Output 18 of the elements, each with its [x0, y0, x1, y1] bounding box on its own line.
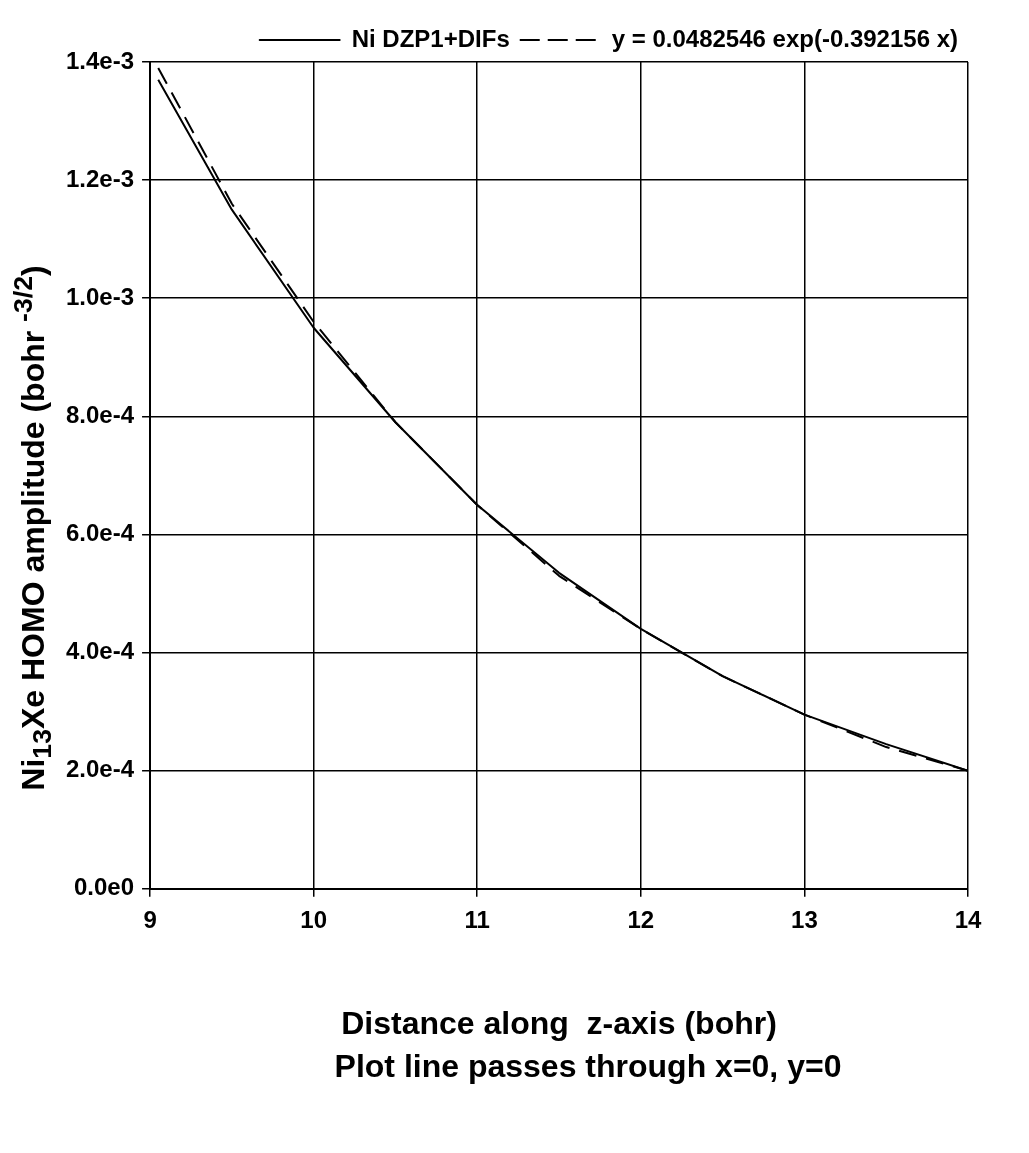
y-tick-label: 8.0e-4 [65, 400, 135, 428]
x-tick-label: 10 [300, 905, 327, 933]
y-tick-label: 2.0e-4 [65, 755, 135, 783]
y-tick-label: 4.0e-4 [65, 637, 135, 665]
y-tick-label: 1.0e-3 [65, 282, 135, 310]
x-tick-label: 12 [627, 905, 655, 933]
y-tick-label: 6.0e-4 [65, 519, 135, 547]
legend-label: Ni DZP1+DIFs [351, 24, 510, 52]
x-tick-label: 13 [791, 905, 818, 933]
x-tick-label: 11 [464, 905, 490, 933]
x-tick-label: 9 [143, 905, 157, 933]
legend-label: y = 0.0482546 exp(-0.392156 x) [611, 24, 958, 52]
text: Plot line passes through x=0, y=0 [333, 1048, 843, 1085]
x-axis-title: Distance along z-axis (bohr) [341, 1004, 777, 1041]
y-tick-label: 1.2e-3 [65, 164, 135, 192]
y-tick-label: 0.0e0 [73, 873, 135, 901]
y-tick-label: 1.4e-3 [65, 46, 135, 74]
x-tick-label: 14 [954, 905, 982, 933]
